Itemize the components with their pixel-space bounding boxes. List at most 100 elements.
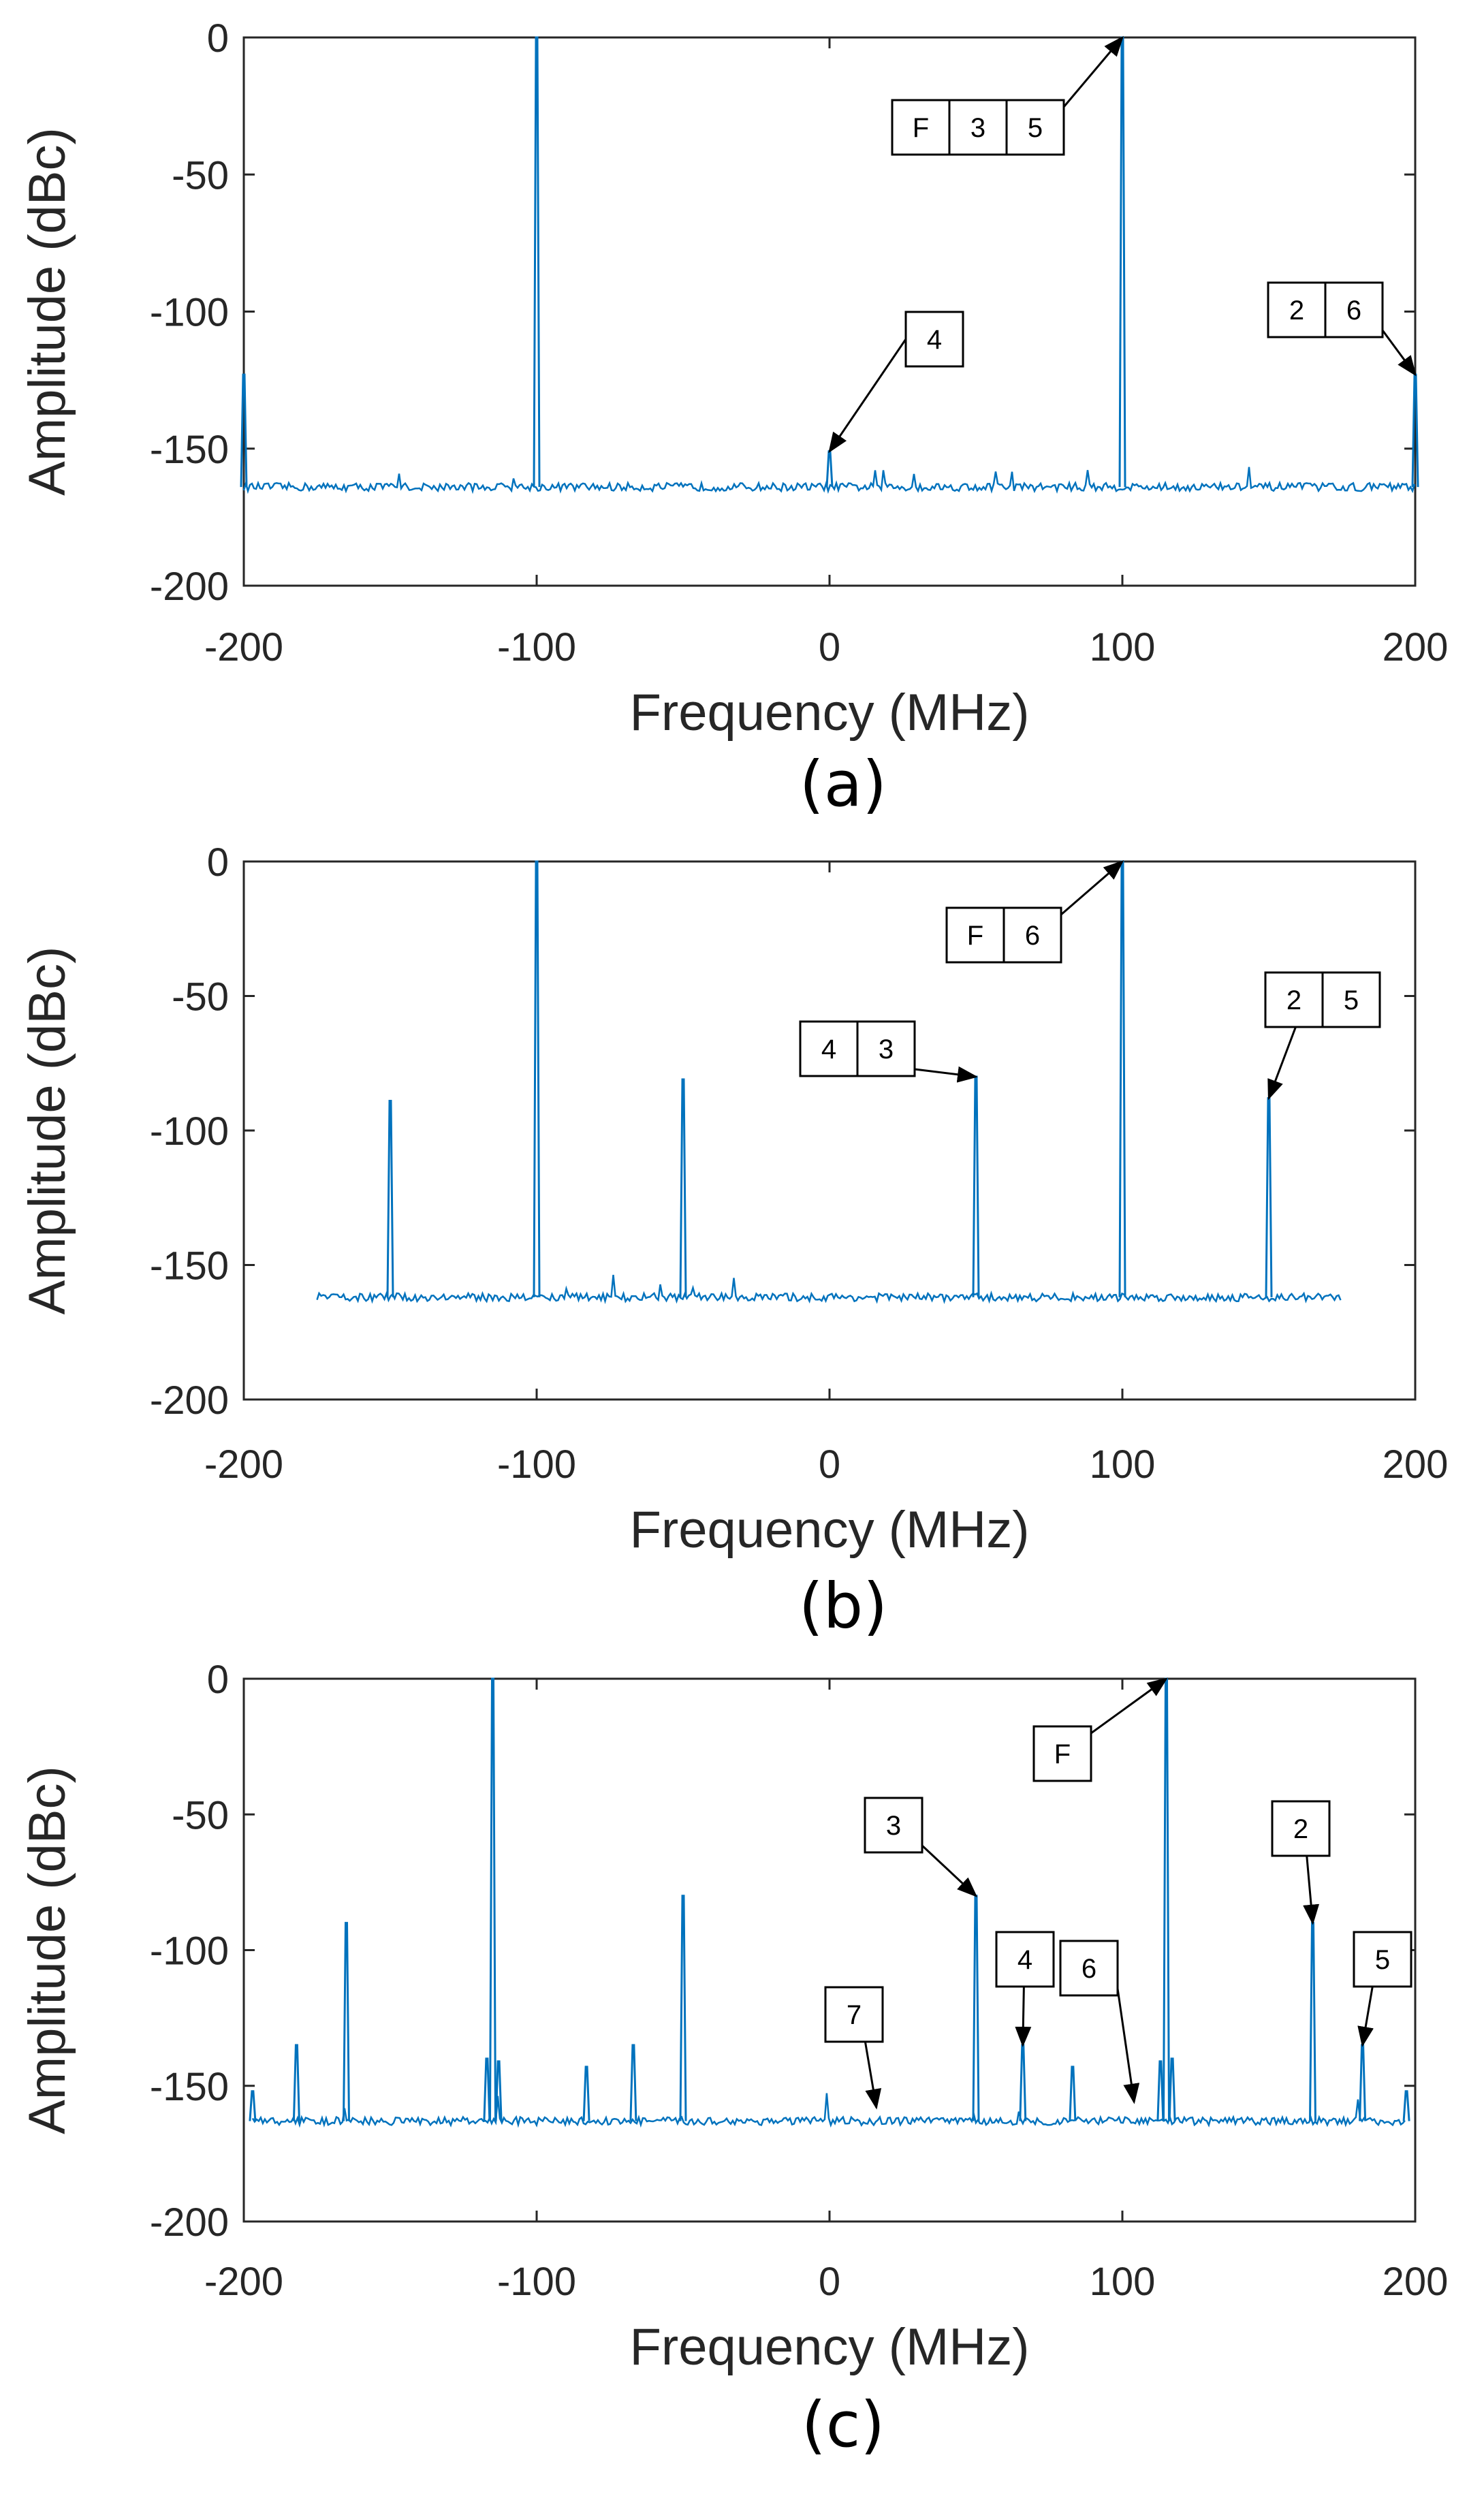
x-tick-label: -200	[204, 2260, 283, 2304]
panel-label: (b)	[799, 1570, 887, 1643]
x-tick-label: 100	[1090, 1442, 1156, 1487]
spur-peak	[292, 2044, 300, 2121]
panel-label: (c)	[802, 2388, 885, 2461]
annotation-callout: 2	[1271, 1800, 1331, 1925]
annotation-box	[864, 1797, 923, 1854]
x-tick-label: 100	[1090, 625, 1156, 669]
annotation-label: 5	[1344, 985, 1359, 1015]
plot-frame	[242, 860, 1417, 1401]
y-tick-label: -200	[150, 565, 229, 609]
spur-peak	[972, 1075, 980, 1297]
x-tick-label: 100	[1090, 2260, 1156, 2304]
annotation-label: F	[967, 921, 983, 951]
annotation-box	[824, 1986, 884, 2043]
spur-peak	[1156, 2060, 1165, 2121]
annotation-callout: 3	[864, 1797, 978, 1897]
y-axis-label: Amplitude (dBc)	[18, 127, 76, 496]
annotation-label: F	[913, 113, 929, 143]
annotation-box	[891, 99, 1065, 156]
plot-frame	[242, 36, 1417, 587]
spur-peak	[582, 2066, 590, 2121]
annotation-label: 3	[879, 1034, 894, 1064]
annotation-label: 4	[927, 325, 942, 355]
y-tick-label: 0	[207, 840, 229, 885]
y-tick-label: 0	[207, 1658, 229, 1702]
spur-peak	[1265, 1097, 1273, 1297]
spur-peak	[1118, 860, 1126, 1297]
spur-peak	[1163, 1677, 1170, 2121]
annotation-arrow	[1357, 1986, 1374, 2047]
annotation-arrow	[1060, 860, 1124, 916]
spur-peak	[483, 2057, 491, 2121]
annotation-arrow	[864, 2041, 882, 2110]
annotation-box	[1353, 1931, 1412, 1988]
y-tick-label: -150	[150, 2065, 229, 2109]
spur-peak	[386, 1100, 394, 1297]
x-tick-label: -100	[497, 625, 576, 669]
y-tick-label: -150	[150, 1244, 229, 1288]
noise-floor-trace	[316, 1274, 1342, 1304]
annotation-callout: 4	[995, 1931, 1055, 2047]
annotation-box	[904, 311, 964, 368]
spur-peak	[489, 1677, 496, 2121]
annotation-callout: 5	[1353, 1931, 1412, 2047]
spur-peak	[1402, 2090, 1410, 2121]
spur-peak	[679, 1895, 687, 2121]
spur-peak	[240, 373, 248, 488]
annotation-callout: F 3 5	[891, 35, 1124, 156]
annotation-label: 7	[847, 2000, 862, 2030]
annotation-label: F	[1054, 1739, 1071, 1769]
x-tick-label: 200	[1383, 1442, 1449, 1487]
annotation-box	[1059, 1940, 1119, 1997]
annotation-arrow	[921, 1844, 978, 1897]
annotation-arrow	[1062, 35, 1124, 108]
y-tick-label: -100	[150, 1929, 229, 1974]
annotation-label: 6	[1025, 921, 1040, 951]
spur-peak	[533, 36, 541, 488]
x-tick-label: 200	[1383, 625, 1449, 669]
chart-panel-c: -200 -100 0 100 200 0 -50 -100 -150 -200 Frequency…	[18, 1658, 1448, 2461]
noise-floor-trace	[242, 467, 1416, 494]
x-tick-label: -100	[497, 2260, 576, 2304]
chart-panel-b: -200 -100 0 100 200 0 -50 -100 -150 -200 Frequency…	[18, 840, 1448, 1643]
y-tick-label: -150	[150, 428, 229, 472]
spur-peak	[1359, 2044, 1367, 2121]
x-tick-label: -200	[204, 1442, 283, 1487]
annotation-arrow	[1015, 1986, 1032, 2047]
spur-peak	[343, 1922, 350, 2121]
annotation-label: 4	[1017, 1945, 1032, 1975]
annotation-callout: 7	[824, 1986, 884, 2110]
spur-peak	[1118, 36, 1126, 488]
annotation-label: 6	[1346, 296, 1361, 326]
annotation-label: 5	[1028, 113, 1043, 143]
y-tick-label: -200	[150, 2200, 229, 2245]
annotation-label: 2	[1286, 985, 1301, 1015]
spur-peak	[249, 2090, 257, 2121]
annotation-box	[995, 1931, 1055, 1988]
annotation-callout: 4	[828, 311, 964, 454]
spur-peak	[825, 450, 834, 488]
spur-peak	[494, 2060, 503, 2121]
spur-peak	[972, 1895, 980, 2121]
x-tick-label: 0	[819, 625, 840, 669]
annotation-label: 2	[1293, 1814, 1308, 1844]
plot-frame	[242, 1677, 1417, 2223]
spur-peak	[1309, 1922, 1316, 2121]
annotation-arrow	[1303, 1855, 1320, 1925]
annotation-label: 6	[1082, 1954, 1096, 1984]
annotation-arrow	[1267, 1026, 1297, 1101]
x-tick-label: -100	[497, 1442, 576, 1487]
y-tick-label: -100	[150, 291, 229, 335]
annotation-callout: 6	[1059, 1940, 1140, 2104]
x-tick-label: 0	[819, 2260, 840, 2304]
chart-panel-a: -200 -100 0 100 200 0 -50 -100 -150 -200 Frequency…	[18, 16, 1448, 821]
annotation-callout: F	[1032, 1677, 1168, 1782]
spur-peak	[679, 1078, 687, 1297]
annotation-label: 3	[886, 1811, 901, 1841]
y-tick-label: -50	[172, 975, 229, 1019]
x-tick-label: 200	[1383, 2260, 1449, 2304]
